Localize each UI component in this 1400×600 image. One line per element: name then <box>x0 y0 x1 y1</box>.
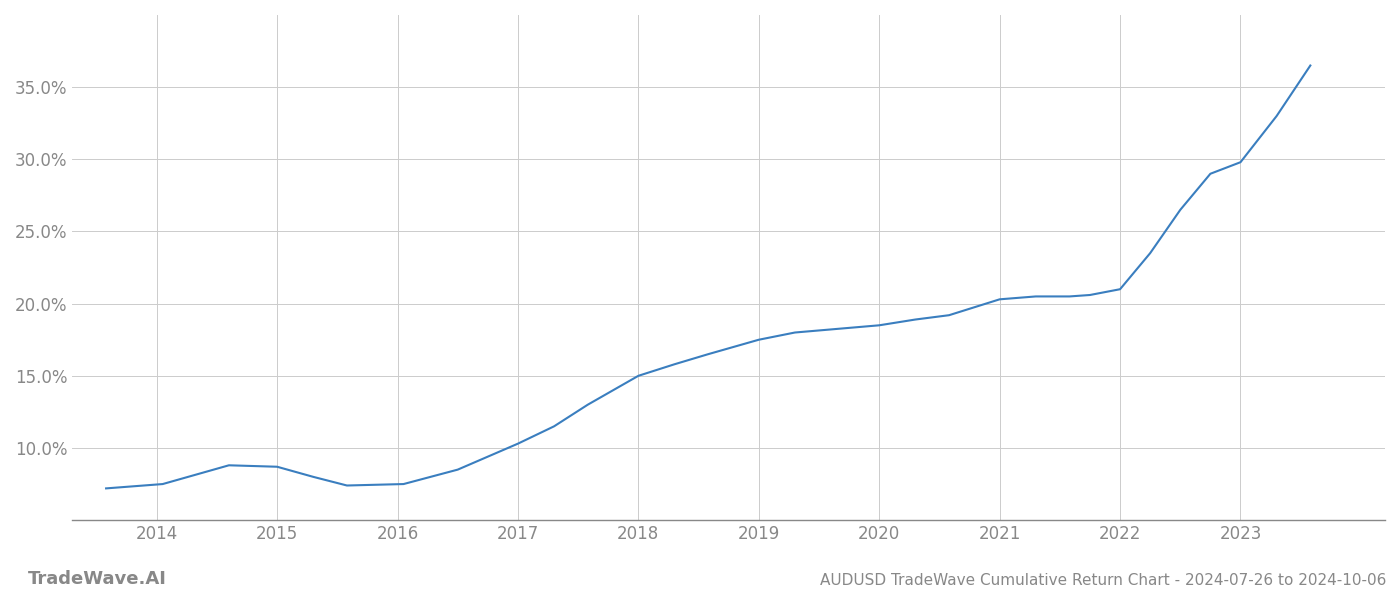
Text: TradeWave.AI: TradeWave.AI <box>28 570 167 588</box>
Text: AUDUSD TradeWave Cumulative Return Chart - 2024-07-26 to 2024-10-06: AUDUSD TradeWave Cumulative Return Chart… <box>819 573 1386 588</box>
